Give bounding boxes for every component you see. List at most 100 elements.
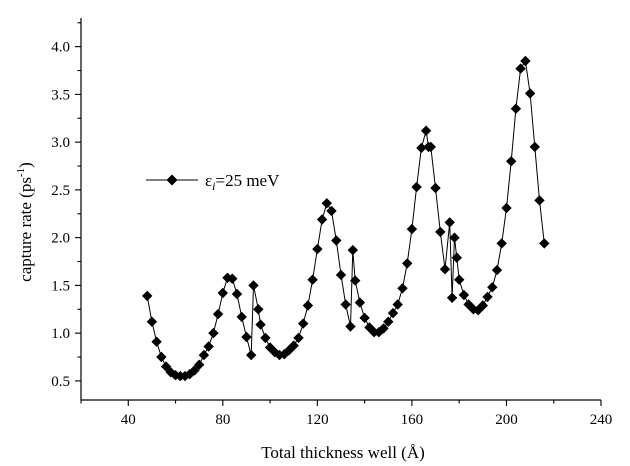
data-point [406, 223, 418, 235]
x-tick-label: 240 [590, 412, 613, 428]
data-point [288, 340, 299, 351]
data-point [496, 238, 507, 249]
data-point [378, 323, 389, 334]
y-tick-label: 3.0 [51, 135, 70, 151]
data-point [387, 307, 399, 319]
x-axis-title: Total thickness well (Å) [261, 443, 425, 462]
data-point [293, 332, 304, 344]
data-point [506, 156, 517, 167]
tick-labels: 40 80 120 160 200 240 0.5 1.0 1.5 2.0 2.5 3.0 3.5 4.0 [51, 40, 612, 428]
data-point [146, 316, 158, 327]
data-point [444, 217, 455, 228]
legend-subscript: i [212, 179, 215, 193]
data-point [298, 318, 309, 329]
x-tick-label: 160 [401, 412, 424, 428]
data-point [316, 214, 328, 225]
data-point [454, 274, 465, 285]
data-point [420, 125, 432, 136]
data-point [246, 349, 257, 361]
data-point [354, 297, 366, 308]
data-point [227, 273, 238, 284]
data-point [392, 299, 403, 310]
data-point [383, 316, 394, 327]
data-point [482, 291, 493, 303]
y-tick-label: 1.0 [51, 326, 70, 342]
data-point [312, 243, 323, 255]
x-tick-label: 80 [215, 412, 230, 428]
legend-diamond-marker [166, 174, 178, 186]
data-point [449, 232, 460, 243]
data-point [529, 141, 540, 153]
data-point [347, 244, 358, 256]
data-point [248, 280, 259, 291]
data-point [321, 198, 332, 209]
data-point [451, 252, 462, 263]
y-tick-label: 3.5 [51, 87, 70, 103]
data-point [307, 274, 318, 285]
y-axis-title: capture rate (ps-1) [15, 162, 35, 282]
data-point [255, 319, 266, 330]
data-point [236, 311, 247, 323]
data-point [340, 299, 351, 310]
data-point [194, 359, 205, 370]
y-tick-label: 2.0 [51, 231, 70, 247]
axes [80, 18, 601, 401]
y-tick-label: 2.5 [51, 183, 70, 199]
data-point [156, 351, 167, 363]
data-point [510, 103, 522, 114]
data-point [539, 238, 550, 249]
data-point [350, 275, 361, 286]
data-point [253, 304, 264, 315]
data-point [241, 331, 252, 343]
data-point [402, 258, 413, 269]
data-point [142, 290, 153, 302]
data-point [326, 205, 337, 217]
data-point [520, 55, 531, 67]
data-point [331, 235, 342, 246]
data-point [217, 287, 228, 299]
data-point [203, 341, 214, 352]
data-point [231, 288, 243, 300]
data-point [430, 182, 441, 194]
y-tick-label: 1.5 [51, 278, 70, 294]
data-point [359, 312, 370, 324]
data-point [446, 292, 458, 303]
data-point [534, 195, 545, 206]
data-point [260, 332, 271, 344]
data-point [397, 283, 408, 294]
data-point [222, 272, 233, 283]
data-point [189, 365, 200, 376]
legend-value: =25 meV [215, 171, 280, 190]
data-point [151, 336, 162, 347]
plot-area [142, 55, 550, 382]
data-point [501, 202, 512, 214]
data-point [212, 308, 224, 320]
data-point [345, 321, 356, 332]
legend-label: εi=25 meV [205, 171, 280, 193]
data-point [524, 88, 536, 99]
tick-marks [75, 22, 602, 406]
y-axis-title-main: capture rate (ps [16, 177, 35, 282]
data-point [160, 361, 172, 372]
x-tick-label: 40 [121, 412, 136, 428]
data-point [416, 142, 427, 154]
legend-epsilon: ε [205, 171, 212, 190]
x-tick-label: 200 [495, 412, 518, 428]
data-point [458, 289, 470, 301]
y-tick-label: 0.5 [51, 374, 70, 390]
data-point [208, 327, 219, 339]
y-axis-title-close: ) [16, 162, 35, 168]
series-line [146, 59, 545, 377]
data-point [335, 269, 347, 281]
legend: εi=25 meV [146, 171, 280, 193]
data-point [491, 264, 503, 276]
data-point [302, 300, 314, 311]
data-point [515, 63, 526, 74]
data-point [179, 370, 191, 382]
y-axis-title-superscript: -1 [15, 168, 27, 177]
x-tick-label: 120 [306, 412, 329, 428]
data-point [411, 181, 422, 193]
data-point [425, 141, 436, 153]
